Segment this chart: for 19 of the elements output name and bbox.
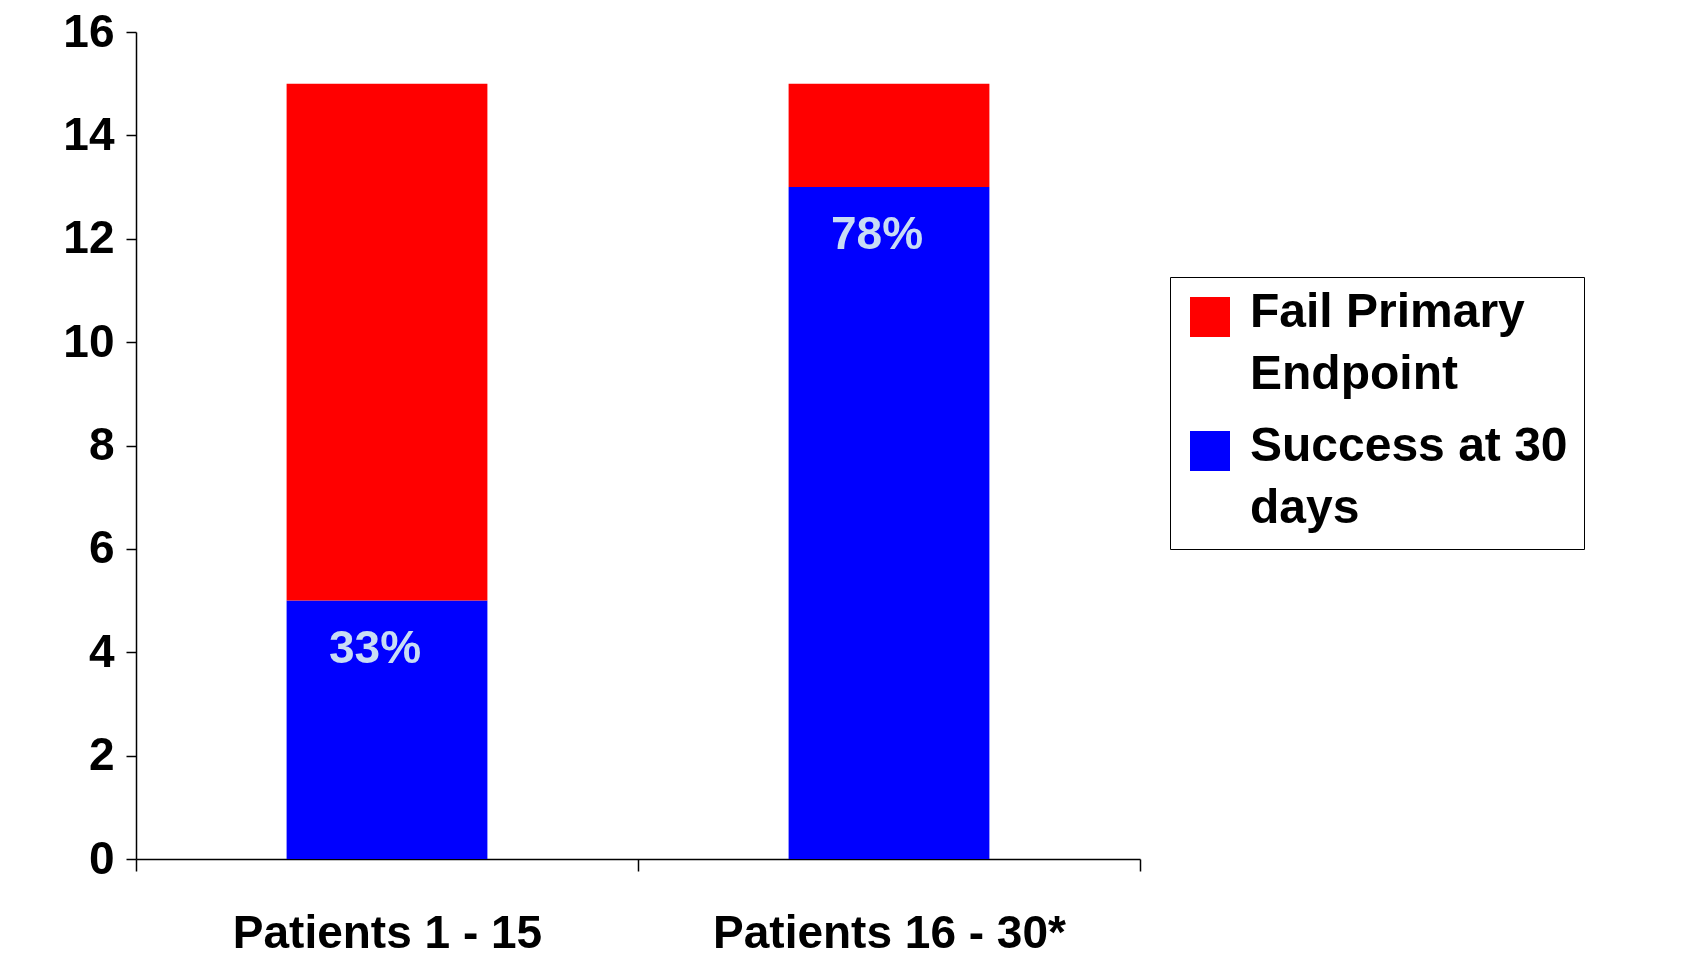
- bar: [788, 187, 990, 859]
- bar: [788, 83, 990, 188]
- y-tick-label: 0: [88, 831, 115, 884]
- annotation: 78%: [830, 207, 924, 260]
- legend-label: Success at 30 days: [1250, 418, 1568, 533]
- y-tick-label: 2: [88, 728, 115, 781]
- x-tick-label: Patients 1 - 15: [232, 905, 543, 958]
- y-tick-label: 16: [63, 4, 115, 57]
- y-tick-label: 4: [88, 624, 115, 677]
- y-tick-label: 6: [88, 521, 115, 574]
- annotation: 33%: [328, 620, 422, 673]
- y-tick-label: 8: [88, 418, 115, 470]
- y-tick-label: 14: [63, 107, 115, 160]
- x-tick-label: Patients 16 - 30*: [713, 905, 1067, 958]
- bar: [286, 83, 488, 601]
- y-tick-label: 12: [63, 211, 115, 264]
- y-tick-label: 10: [63, 314, 115, 367]
- legend-label: Fail Primary Endpoint: [1250, 284, 1526, 399]
- bar: [286, 600, 488, 859]
